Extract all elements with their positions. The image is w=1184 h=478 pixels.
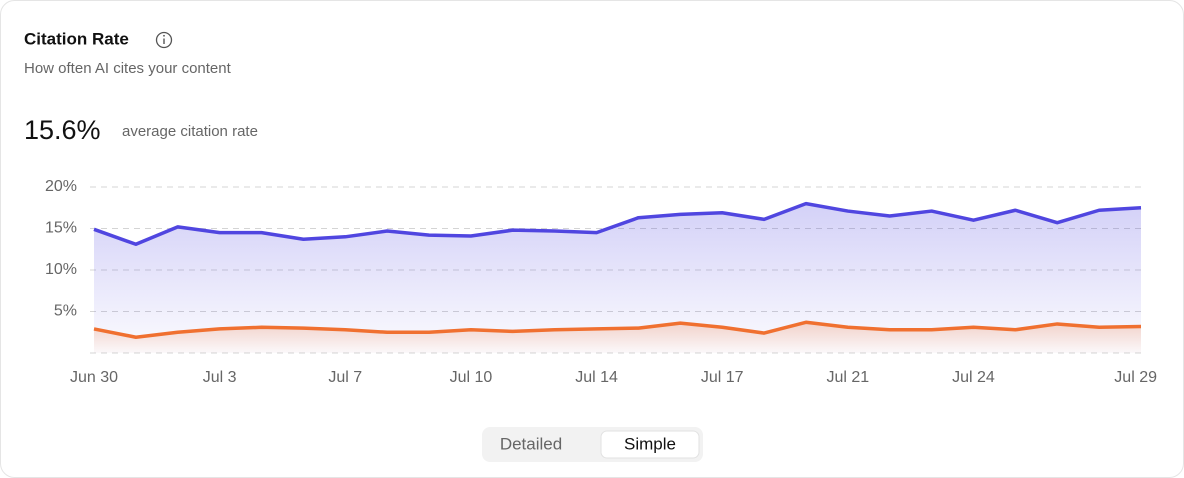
summary-label: average citation rate (122, 123, 258, 140)
x-tick-label: Jul 29 (1114, 369, 1157, 386)
x-tick-label: Jul 10 (450, 369, 493, 386)
x-tick-label: Jul 21 (826, 369, 869, 386)
x-tick-label: Jul 17 (701, 369, 744, 386)
y-tick-label: 10% (45, 261, 77, 278)
toggle-option[interactable]: Detailed (500, 434, 562, 453)
x-tick-label: Jun 30 (70, 369, 118, 386)
toggle-selected[interactable] (600, 430, 700, 459)
summary-value: 15.6% (24, 115, 101, 145)
x-tick-label: Jul 24 (952, 369, 995, 386)
info-icon[interactable] (155, 31, 173, 49)
title: Citation Rate (24, 29, 129, 48)
y-tick-label: 15% (45, 220, 77, 237)
y-tick-label: 20% (45, 178, 77, 195)
x-tick-label: Jul 14 (575, 369, 618, 386)
x-tick-label: Jul 7 (328, 369, 362, 386)
toggle-option[interactable]: Simple (624, 434, 676, 453)
y-tick-label: 5% (54, 303, 77, 320)
x-tick-label: Jul 3 (203, 369, 237, 386)
subtitle: How often AI cites your content (24, 60, 232, 77)
area (94, 203, 1141, 353)
line (93, 201, 1142, 247)
line (93, 320, 1142, 339)
